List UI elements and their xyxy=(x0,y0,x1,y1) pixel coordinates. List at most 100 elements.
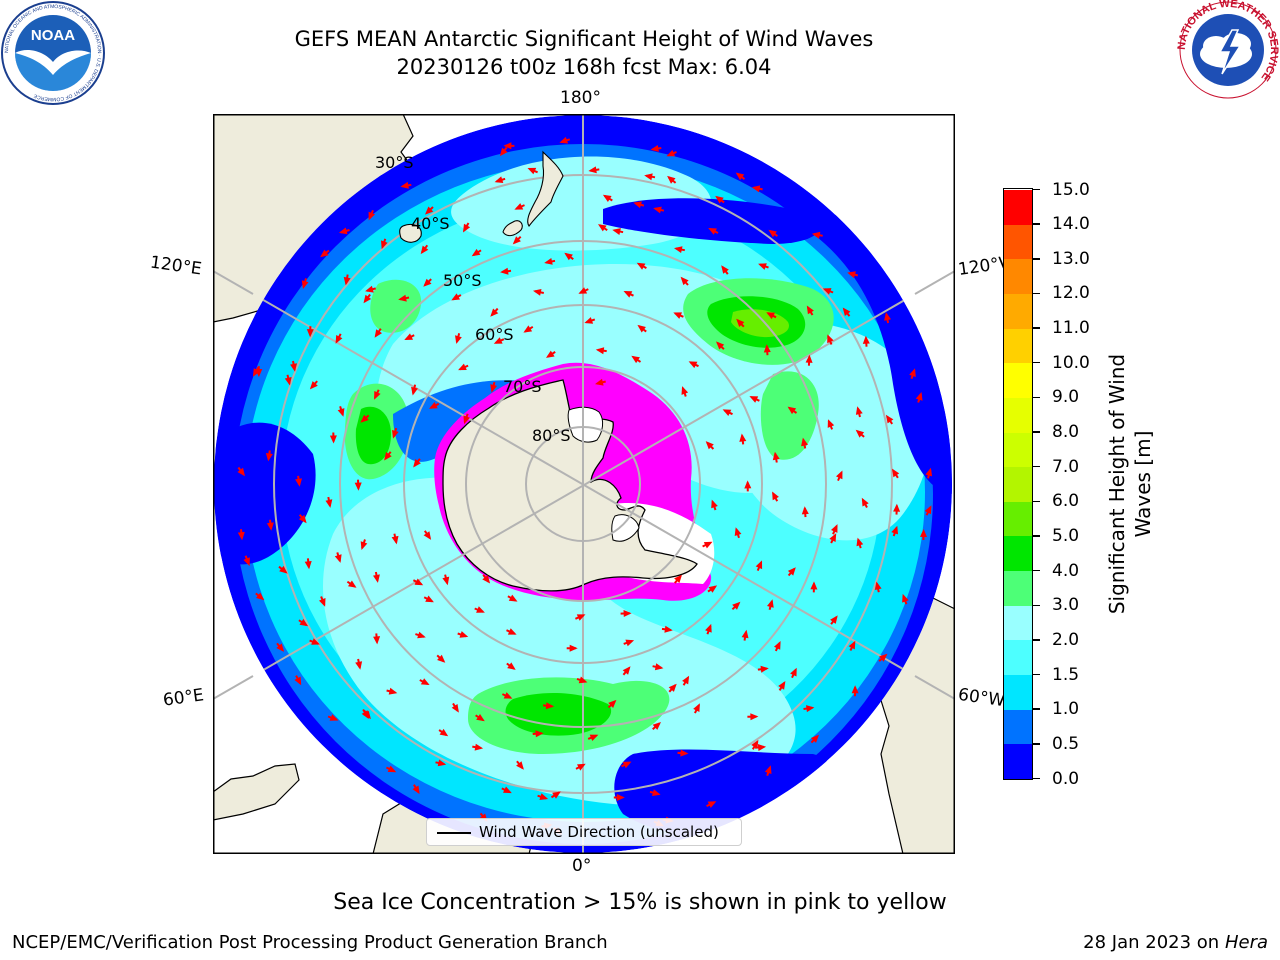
wave-direction-arrowhead xyxy=(810,581,818,590)
wave-direction-arrowhead xyxy=(363,294,372,304)
wave-direction-arrowhead xyxy=(374,329,382,338)
colorbar-segment xyxy=(1004,501,1032,537)
wave-direction-arrowhead xyxy=(705,623,712,633)
wave-direction-arrowhead xyxy=(608,699,617,708)
wave-direction-arrowhead xyxy=(855,406,863,415)
wave-direction-arrowhead xyxy=(806,705,815,713)
wave-direction-arrowhead xyxy=(772,451,780,461)
wave-direction-arrowhead xyxy=(848,640,856,650)
wave-direction-arrowhead xyxy=(279,565,288,574)
wave-direction-arrowhead xyxy=(420,245,429,255)
wave-direction-arrowhead xyxy=(507,628,517,635)
wave-direction-arrowhead xyxy=(716,341,725,350)
colorbar-tick-label: 13.0 xyxy=(1052,248,1090,269)
wave-direction-arrowhead xyxy=(398,294,407,302)
wave-direction-arrowhead xyxy=(652,789,661,796)
wave-direction-arrowhead xyxy=(442,576,450,586)
wave-direction-arrowhead xyxy=(429,402,438,409)
wave-direction-arrowhead xyxy=(354,482,362,491)
wave-direction-arrowhead xyxy=(924,505,932,515)
wave-direction-arrowhead xyxy=(412,785,420,795)
wave-direction-arrowhead xyxy=(715,195,724,204)
wave-direction-arrowhead xyxy=(290,363,297,372)
colorbar-tick-label: 5.0 xyxy=(1052,525,1080,546)
wave-direction-arrowhead xyxy=(741,629,749,639)
colorbar-tick-label: 1.5 xyxy=(1052,664,1080,685)
wave-direction-arrowhead xyxy=(734,527,742,536)
wave-direction-arrowhead xyxy=(836,470,843,480)
wave-direction-arrowhead xyxy=(387,765,397,773)
wave-direction-arrowhead xyxy=(476,606,485,613)
colorbar-tick-label: 4.0 xyxy=(1052,560,1080,581)
map-panel: 30°S 40°S 50°S 60°S 70°S 80°S xyxy=(213,114,955,854)
wave-direction-arrowhead xyxy=(760,665,769,673)
wave-direction-arrowhead xyxy=(631,355,640,364)
colorbar-tick xyxy=(1033,431,1040,433)
wave-direction-arrowhead xyxy=(861,497,869,507)
wave-direction-arrowhead xyxy=(751,739,759,749)
wave-direction-arrowhead xyxy=(584,317,594,324)
wave-direction-arrowhead xyxy=(516,761,524,770)
wave-direction-arrowhead xyxy=(299,618,309,627)
colorbar-tick xyxy=(1033,535,1040,537)
wave-direction-arrowhead xyxy=(507,662,516,670)
wave-direction-arrowhead xyxy=(494,176,504,183)
wave-direction-arrowhead xyxy=(578,676,588,684)
wave-direction-arrowhead xyxy=(284,377,292,386)
wave-direction-arrowhead xyxy=(831,524,838,533)
wave-direction-arrowhead xyxy=(503,692,513,699)
wave-direction-arrowhead xyxy=(384,452,392,461)
wave-direction-arrowhead xyxy=(654,663,664,671)
colorbar-tick xyxy=(1033,708,1040,710)
colorbar-tick-label: 11.0 xyxy=(1052,318,1090,339)
colorbar-tick-label: 9.0 xyxy=(1052,387,1080,408)
wave-direction-arrowhead xyxy=(612,228,621,235)
wave-direction-arrowhead xyxy=(569,644,578,652)
wave-direction-arrowhead xyxy=(764,765,772,774)
wave-direction-arrowhead xyxy=(482,575,491,584)
wave-direction-arrowhead xyxy=(343,276,351,286)
wave-direction-arrowhead xyxy=(744,480,752,489)
lon-label-180: 180° xyxy=(560,88,601,108)
colorbar-segment xyxy=(1004,224,1032,260)
wave-direction-arrowhead xyxy=(595,347,605,355)
wave-direction-arrowhead xyxy=(893,503,901,512)
wave-direction-arrowhead xyxy=(564,252,573,261)
wave-direction-arrowhead xyxy=(392,430,399,439)
wave-direction-arrowhead xyxy=(374,391,381,400)
wave-direction-arrowhead xyxy=(767,599,774,608)
wave-direction-arrowhead xyxy=(589,734,599,741)
wave-direction-arrowhead xyxy=(650,145,659,152)
colorbar-tick xyxy=(1033,465,1040,468)
wave-direction-arrowhead xyxy=(508,594,518,602)
wave-direction-arrowhead xyxy=(533,289,542,296)
wave-direction-arrowhead xyxy=(329,714,339,721)
colorbar-tick xyxy=(1033,743,1040,745)
wave-direction-arrowhead xyxy=(476,714,485,722)
credit-system: Hera xyxy=(1224,932,1268,953)
colorbar-tick-label: 14.0 xyxy=(1052,214,1090,235)
wave-direction-arrowhead xyxy=(703,541,713,549)
wave-direction-arrowhead xyxy=(425,595,434,603)
wave-direction-arrowhead xyxy=(455,335,462,344)
wave-direction-arrowhead xyxy=(578,287,588,294)
wave-direction-arrowhead xyxy=(847,271,856,279)
wave-direction-arrowhead xyxy=(827,419,835,428)
wave-direction-arrowhead xyxy=(459,631,469,638)
wave-direction-arrowhead xyxy=(420,678,430,685)
wave-direction-arrowhead xyxy=(490,308,499,317)
wave-direction-arrowhead xyxy=(425,206,434,215)
lat-label-60s: 60°S xyxy=(475,325,514,344)
wave-direction-arrowhead xyxy=(920,529,927,537)
wave-direction-arrowhead xyxy=(909,368,916,377)
wave-direction-arrowhead xyxy=(879,653,888,662)
wave-direction-arrowhead xyxy=(237,531,245,541)
colorbar-tick xyxy=(1033,569,1040,572)
wave-direction-arrowhead xyxy=(750,713,759,721)
wave-direction-arrowhead xyxy=(682,675,690,685)
colorbar-tick-label: 6.0 xyxy=(1052,491,1080,512)
colorbar-tick xyxy=(1033,361,1040,364)
wave-direction-arrowhead xyxy=(774,641,781,650)
wave-direction-arrowhead xyxy=(653,206,662,214)
colorbar-tick xyxy=(1033,777,1040,780)
